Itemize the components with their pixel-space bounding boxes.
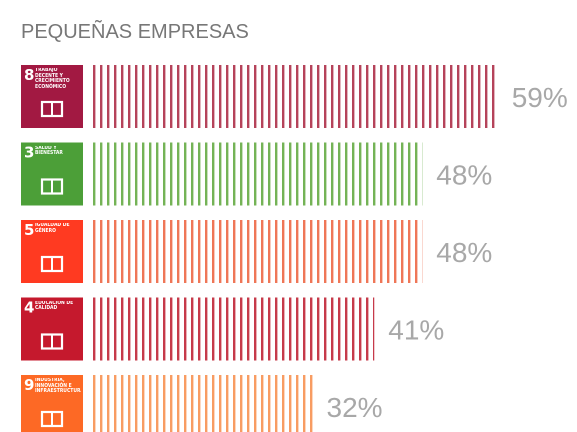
sdg-number: 5 [24,221,34,239]
sdg-number: 9 [24,376,34,394]
sdg-number: 8 [24,66,34,84]
sdg-icon [21,297,83,361]
bar [93,142,423,206]
sdg-label-box: IGUALDAD DE GÉNERO [35,223,70,234]
sdg-label-box: TRABAJO DECENTE Y CRECIMIENTO ECONÓMICO [35,68,70,90]
value-label: 48% [436,159,492,190]
value-label: 41% [388,314,444,345]
sdg-label-box: SALUD Y BIENESTAR [35,145,63,156]
sdg-icon [21,142,83,206]
sdg-label: TRABAJO DECENTE Y CRECIMIENTO ECONÓMICO [35,68,70,90]
sdg-label-box: EDUCACIÓN DE CALIDAD [35,300,74,311]
sdg-icon [21,65,83,128]
value-label: 32% [327,392,383,423]
bar [93,297,375,361]
bar [93,220,423,283]
sdg-number: 3 [24,144,34,162]
bar [93,375,313,432]
sdg-label: SALUD Y BIENESTAR [35,145,63,156]
sdg-label: EDUCACIÓN DE CALIDAD [35,300,74,311]
sdg-label: IGUALDAD DE GÉNERO [35,223,70,234]
sdg-label-box: INDUSTRIA, INNOVACIÓN E INFRAESTRUCTURA [35,378,81,394]
sdg-label: INDUSTRIA, INNOVACIÓN E INFRAESTRUCTURA [35,378,81,394]
sdg-icon [21,220,83,283]
bar [93,65,498,128]
chart-title: PEQUEÑAS EMPRESAS [21,19,249,43]
value-label: 48% [436,237,492,268]
sdg-number: 4 [24,299,34,317]
value-label: 59% [512,82,568,113]
